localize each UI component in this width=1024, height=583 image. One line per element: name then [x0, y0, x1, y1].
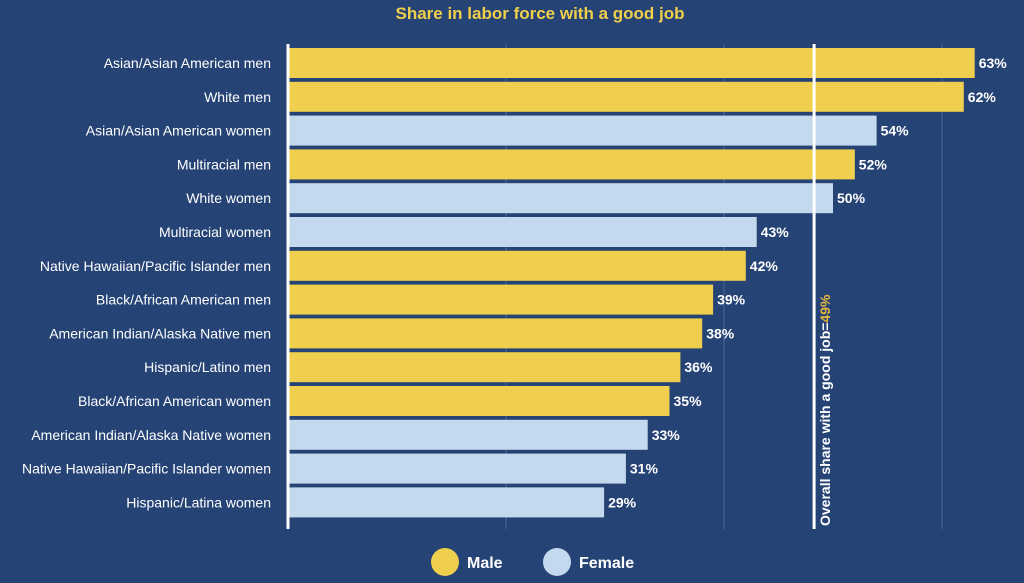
value-label: 52% [859, 156, 888, 172]
category-label: White women [186, 190, 271, 206]
bar [288, 250, 746, 281]
category-label: Native Hawaiian/Pacific Islander women [22, 461, 271, 477]
bar [288, 352, 681, 383]
category-label: American Indian/Alaska Native women [31, 427, 271, 443]
category-label: Hispanic/Latina women [126, 494, 271, 510]
bar [288, 183, 833, 214]
value-label: 54% [881, 123, 910, 139]
bar [288, 81, 964, 112]
value-label: 62% [968, 89, 997, 105]
legend-label: Male [467, 555, 503, 572]
value-label: 39% [717, 292, 746, 308]
bar [288, 115, 877, 146]
reference-line-label: Overall share with a good job=49% [817, 294, 833, 526]
category-label: Black/African American women [78, 393, 271, 409]
reference-line-value: 49% [817, 294, 833, 323]
chart-title: Share in labor force with a good job [395, 4, 684, 23]
category-label: Asian/Asian American men [104, 55, 271, 71]
bar [288, 48, 975, 78]
category-label: Multiracial women [159, 224, 271, 240]
legend-label: Female [579, 555, 634, 572]
category-label: Hispanic/Latino men [144, 359, 271, 375]
value-label: 36% [684, 359, 713, 375]
reference-line-label-text: Overall share with a good job= [817, 323, 833, 526]
value-label: 42% [750, 258, 779, 274]
bar [288, 419, 648, 450]
bar [288, 318, 703, 349]
bar [288, 386, 670, 416]
bar [288, 149, 855, 180]
bar [288, 284, 714, 315]
category-label: Multiracial men [177, 156, 271, 172]
bar [288, 453, 626, 484]
value-label: 35% [674, 393, 703, 409]
legend: Male Female [431, 548, 634, 576]
value-label: 63% [979, 55, 1008, 71]
value-label: 33% [652, 427, 681, 443]
labels: Asian/Asian American men 63% White men 62% A… [22, 55, 1007, 510]
category-label: White men [204, 89, 271, 105]
category-label: Asian/Asian American women [86, 123, 271, 139]
legend-swatch [431, 548, 459, 576]
category-label: Black/African American men [96, 292, 271, 308]
reference-line-group: Overall share with a good job=49% [812, 44, 833, 529]
value-label: 38% [706, 325, 735, 341]
category-label: Native Hawaiian/Pacific Islander men [40, 258, 271, 274]
bar [288, 217, 757, 247]
value-label: 50% [837, 190, 866, 206]
value-label: 43% [761, 224, 790, 240]
value-label: 31% [630, 461, 659, 477]
category-label: American Indian/Alaska Native men [49, 325, 271, 341]
bars [288, 48, 975, 518]
value-label: 29% [608, 494, 637, 510]
bar [288, 487, 605, 518]
legend-swatch [543, 548, 571, 576]
